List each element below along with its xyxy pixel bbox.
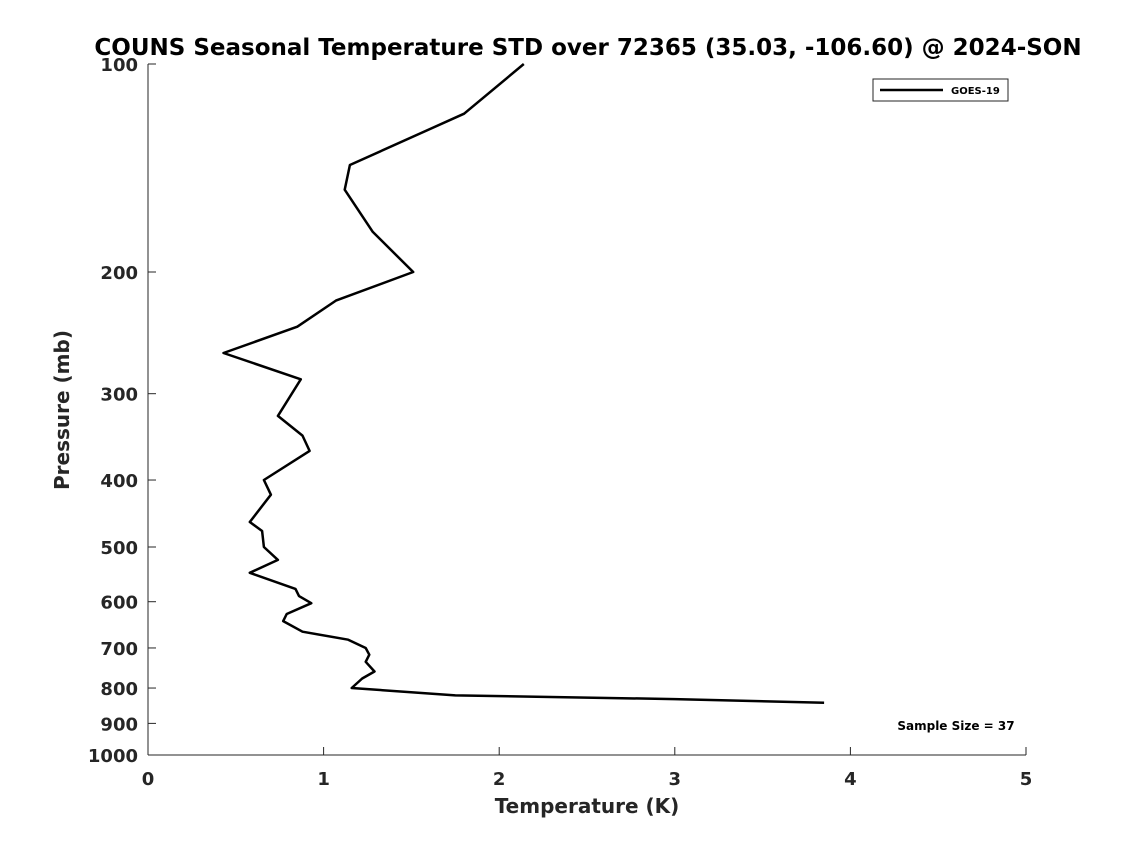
y-ticks: 100 200 300 400 500 600 700 800 900 1000 — [88, 55, 156, 767]
y-tick-label: 500 — [100, 538, 138, 559]
x-tick-label: 1 — [317, 769, 330, 790]
x-tick-label: 5 — [1020, 769, 1033, 790]
y-tick-label: 200 — [100, 263, 138, 284]
y-tick-label: 1000 — [88, 746, 138, 767]
chart-title: COUNS Seasonal Temperature STD over 7236… — [94, 35, 1081, 61]
x-axis-label: Temperature (K) — [495, 794, 680, 818]
y-tick-label: 100 — [100, 55, 138, 76]
x-tick-label: 3 — [669, 769, 682, 790]
x-tick-label: 2 — [493, 769, 506, 790]
legend: GOES-19 — [872, 78, 1009, 102]
series-line-goes-19 — [222, 63, 825, 704]
y-tick-label: 700 — [100, 639, 138, 660]
y-tick-label: 800 — [100, 679, 138, 700]
x-tick-label: 4 — [844, 769, 857, 790]
plot-area — [147, 64, 1026, 756]
y-axis-label: Pressure (mb) — [50, 330, 74, 490]
y-tick-label: 400 — [100, 471, 138, 492]
x-ticks: 0 1 2 3 4 5 — [142, 747, 1033, 790]
series-layer — [222, 63, 825, 704]
plot-background — [148, 64, 1026, 755]
x-tick-label: 0 — [142, 769, 155, 790]
y-tick-label: 900 — [100, 714, 138, 735]
legend-entry-goes-19: GOES-19 — [951, 86, 1000, 97]
sample-size-annotation: Sample Size = 37 — [897, 719, 1014, 733]
y-tick-label: 600 — [100, 593, 138, 614]
y-tick-label: 300 — [100, 385, 138, 406]
